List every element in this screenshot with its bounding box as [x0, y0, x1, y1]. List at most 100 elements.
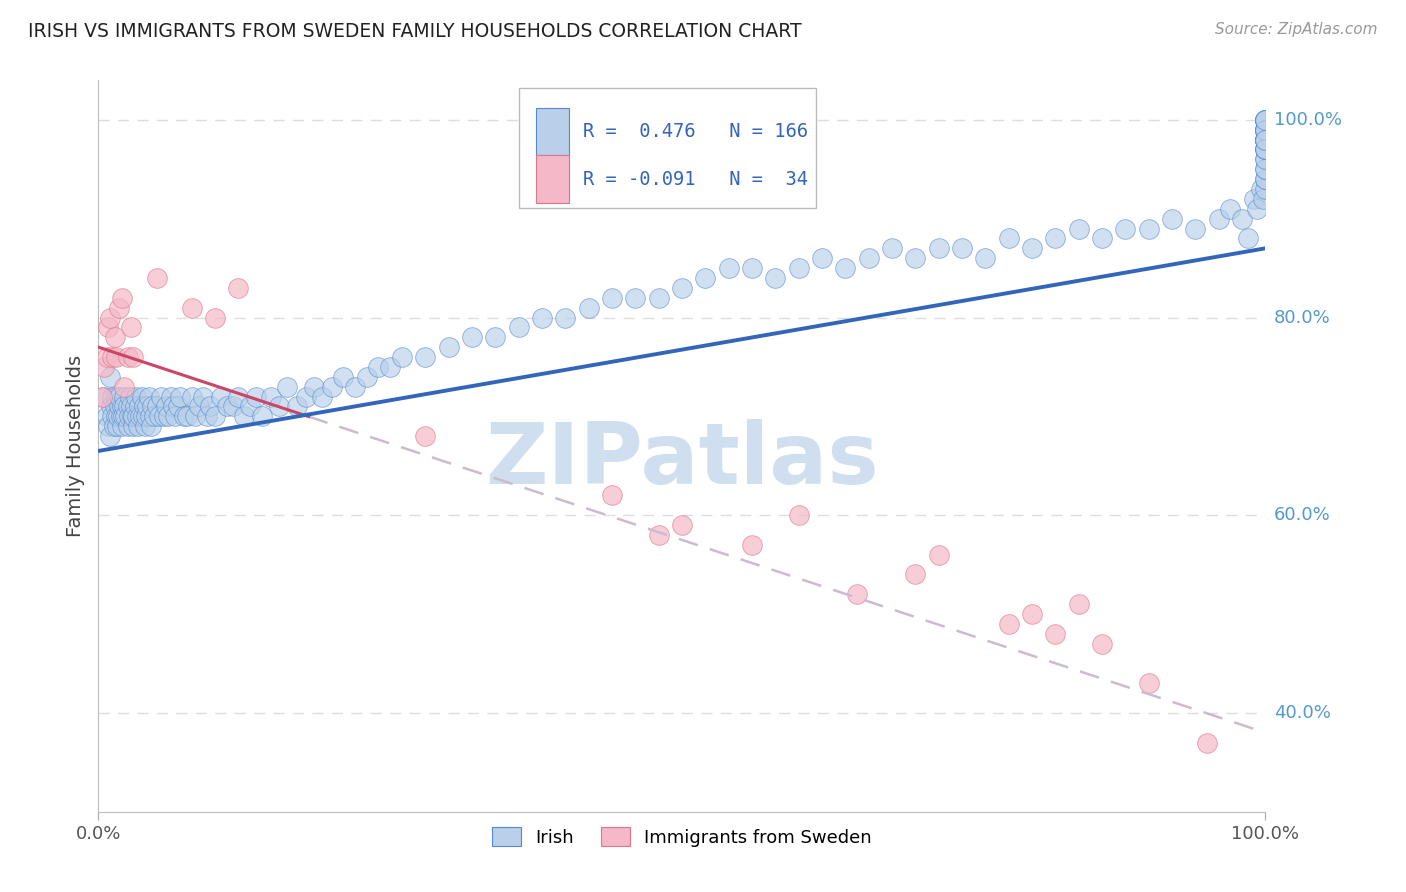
Point: [1254, 122, 1277, 136]
Y-axis label: Family Households: Family Households: [66, 355, 84, 537]
Text: R =  0.476   N = 166: R = 0.476 N = 166: [582, 122, 807, 141]
Point: [1137, 221, 1160, 235]
Point: [997, 616, 1019, 631]
Point: [1254, 122, 1277, 136]
Point: [187, 400, 209, 414]
Point: [112, 390, 135, 404]
Text: 40.0%: 40.0%: [1274, 704, 1330, 722]
Point: [695, 271, 717, 285]
Point: [787, 508, 810, 523]
Point: [928, 241, 950, 255]
Point: [152, 409, 174, 424]
Point: [846, 587, 869, 601]
Point: [858, 251, 880, 265]
Text: 100.0%: 100.0%: [1274, 111, 1341, 128]
Point: [671, 281, 693, 295]
Point: [1254, 122, 1277, 136]
Point: [155, 400, 177, 414]
Point: [104, 390, 127, 404]
Point: [98, 369, 121, 384]
Point: [554, 310, 576, 325]
Point: [132, 409, 155, 424]
Point: [717, 261, 740, 276]
Point: [1254, 182, 1277, 196]
Point: [1254, 143, 1277, 157]
Point: [1254, 132, 1277, 146]
Point: [1254, 132, 1277, 146]
Point: [1254, 132, 1277, 146]
Point: [146, 400, 169, 414]
Point: [180, 390, 202, 404]
Point: [1254, 153, 1277, 167]
Point: [245, 390, 267, 404]
Point: [997, 231, 1019, 245]
Point: [647, 291, 669, 305]
Point: [169, 390, 191, 404]
Point: [135, 409, 157, 424]
Point: [1254, 122, 1277, 136]
Point: [108, 400, 131, 414]
Point: [1254, 112, 1277, 127]
Point: [484, 330, 506, 344]
Point: [141, 400, 163, 414]
Point: [304, 380, 326, 394]
Point: [134, 419, 156, 434]
Point: [104, 409, 127, 424]
Point: [228, 390, 250, 404]
Point: [950, 241, 973, 255]
Point: [110, 409, 132, 424]
Point: [101, 350, 124, 364]
Point: [1250, 182, 1272, 196]
Point: [111, 291, 134, 305]
Point: [129, 409, 152, 424]
Point: [391, 350, 413, 364]
Bar: [536, 155, 568, 202]
Point: [136, 400, 159, 414]
Point: [600, 488, 623, 502]
Point: [344, 380, 367, 394]
Point: [763, 271, 786, 285]
Point: [1254, 132, 1277, 146]
Point: [260, 390, 283, 404]
Point: [1237, 231, 1260, 245]
Point: [250, 409, 273, 424]
Point: [118, 390, 141, 404]
Point: [239, 400, 262, 414]
Point: [928, 548, 950, 562]
Point: [125, 409, 148, 424]
Point: [150, 390, 173, 404]
Point: [122, 409, 145, 424]
Point: [143, 409, 166, 424]
Point: [1246, 202, 1268, 216]
Point: [1021, 241, 1043, 255]
Point: [93, 359, 115, 374]
Point: [93, 390, 115, 404]
Point: [121, 409, 143, 424]
Point: [105, 419, 128, 434]
Point: [139, 419, 162, 434]
Point: [111, 409, 134, 424]
Point: [321, 380, 343, 394]
Point: [508, 320, 530, 334]
Point: [332, 369, 354, 384]
Point: [200, 400, 222, 414]
Point: [904, 567, 927, 582]
Point: [117, 350, 139, 364]
Point: [127, 419, 149, 434]
Point: [165, 409, 187, 424]
Point: [1254, 112, 1277, 127]
Point: [209, 390, 232, 404]
Bar: [536, 108, 568, 155]
Point: [103, 419, 125, 434]
Point: [295, 390, 318, 404]
Point: [1254, 122, 1277, 136]
Point: [1254, 143, 1277, 157]
Point: [1021, 607, 1043, 621]
Point: [413, 429, 436, 443]
Point: [139, 409, 162, 424]
Point: [124, 400, 146, 414]
Point: [111, 400, 134, 414]
Point: [112, 400, 135, 414]
Point: [100, 400, 122, 414]
Point: [787, 261, 810, 276]
